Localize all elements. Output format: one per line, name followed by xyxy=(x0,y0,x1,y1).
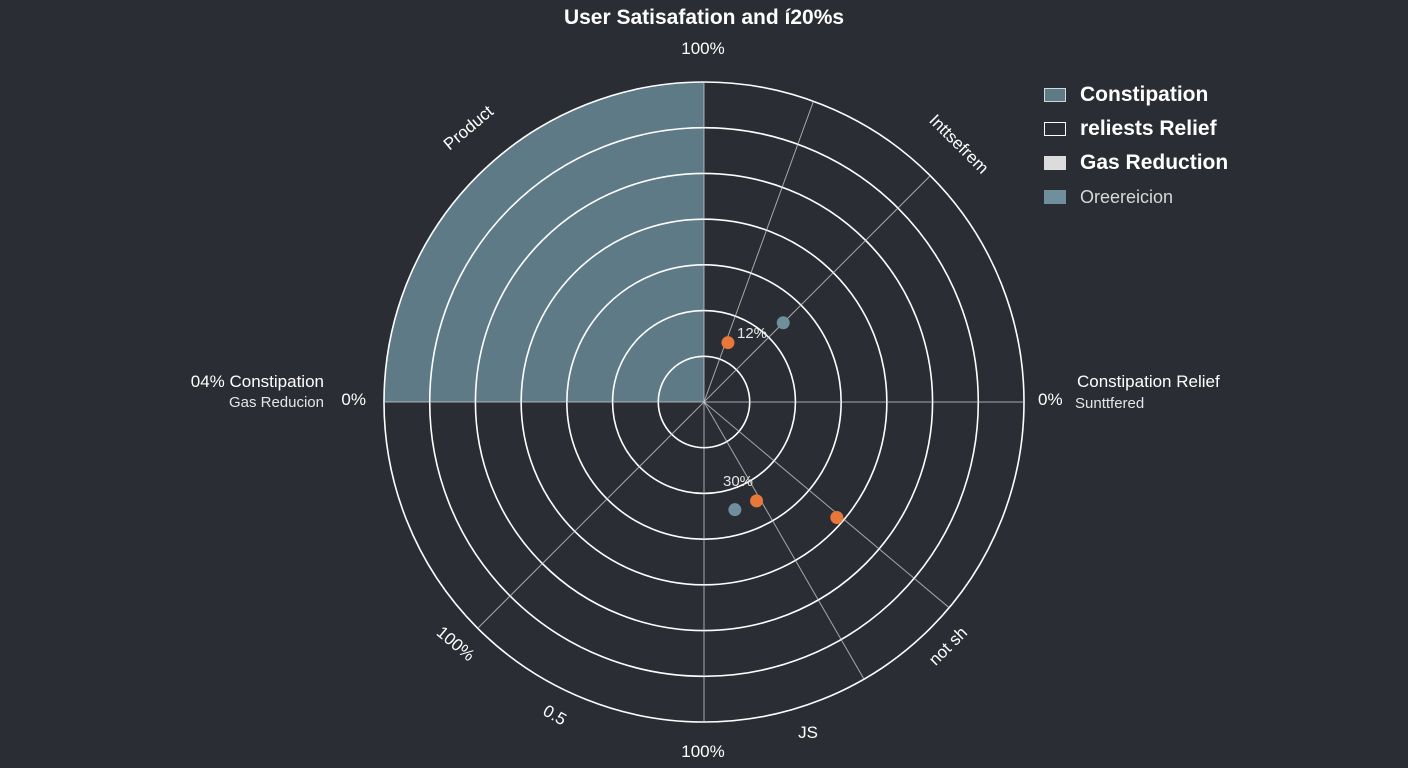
legend-item: Oreereicion xyxy=(1044,180,1228,214)
data-point xyxy=(721,336,735,350)
legend-item: Constipation xyxy=(1044,78,1228,112)
grid-spoke xyxy=(703,175,931,403)
grid-spoke xyxy=(703,401,865,680)
data-point xyxy=(830,510,844,524)
sector-label-bottom-left: 100% xyxy=(433,623,479,666)
legend-label: reliests Relief xyxy=(1080,117,1217,140)
grid-spoke xyxy=(703,101,814,403)
legend-swatch xyxy=(1044,156,1066,170)
data-point xyxy=(750,494,764,508)
axis-label-bottom-extra-left: 0.5 xyxy=(540,701,570,729)
grid-spoke xyxy=(703,401,950,609)
legend-item: reliests Relief xyxy=(1044,112,1228,146)
legend-label: Constipation xyxy=(1080,83,1209,106)
side-label-left-1: 04% Constipation xyxy=(191,372,324,391)
grid-spoke xyxy=(477,401,705,629)
axis-top-label: 100% xyxy=(681,39,724,58)
chart-title: User Satisafation and í20%s xyxy=(564,6,844,29)
chart-legend: Constipation reliests Relief Gas Reducti… xyxy=(1044,78,1228,214)
point-label-upper: 12% xyxy=(737,325,767,342)
legend-swatch xyxy=(1044,122,1066,136)
side-label-right-2: Sunttfered xyxy=(1075,395,1144,412)
point-label-lower: 30% xyxy=(723,473,753,490)
data-points xyxy=(721,316,844,524)
legend-label: Gas Reduction xyxy=(1080,151,1229,174)
axis-right-value: 0% xyxy=(1038,390,1063,409)
sector-label-top-left: Product xyxy=(440,102,497,154)
axis-left-value: 0% xyxy=(341,390,366,409)
grid-spokes xyxy=(384,82,1024,722)
sector-label-top-right: Inttsefrem xyxy=(925,111,992,178)
data-point xyxy=(776,316,790,330)
axis-label-bottom-extra-right: JS xyxy=(798,723,818,742)
axis-bottom-label: 100% xyxy=(681,742,724,761)
legend-swatch xyxy=(1044,88,1066,102)
side-label-right-1: Constipation Relief xyxy=(1077,372,1220,391)
highlight-sector xyxy=(384,82,704,402)
side-label-left-2: Gas Reducion xyxy=(229,394,324,411)
legend-item: Gas Reduction xyxy=(1044,146,1228,180)
data-point xyxy=(728,503,742,517)
legend-label: Oreereicion xyxy=(1080,186,1174,207)
sector-label-bottom-right: not sh xyxy=(925,623,971,669)
legend-swatch xyxy=(1044,190,1066,204)
